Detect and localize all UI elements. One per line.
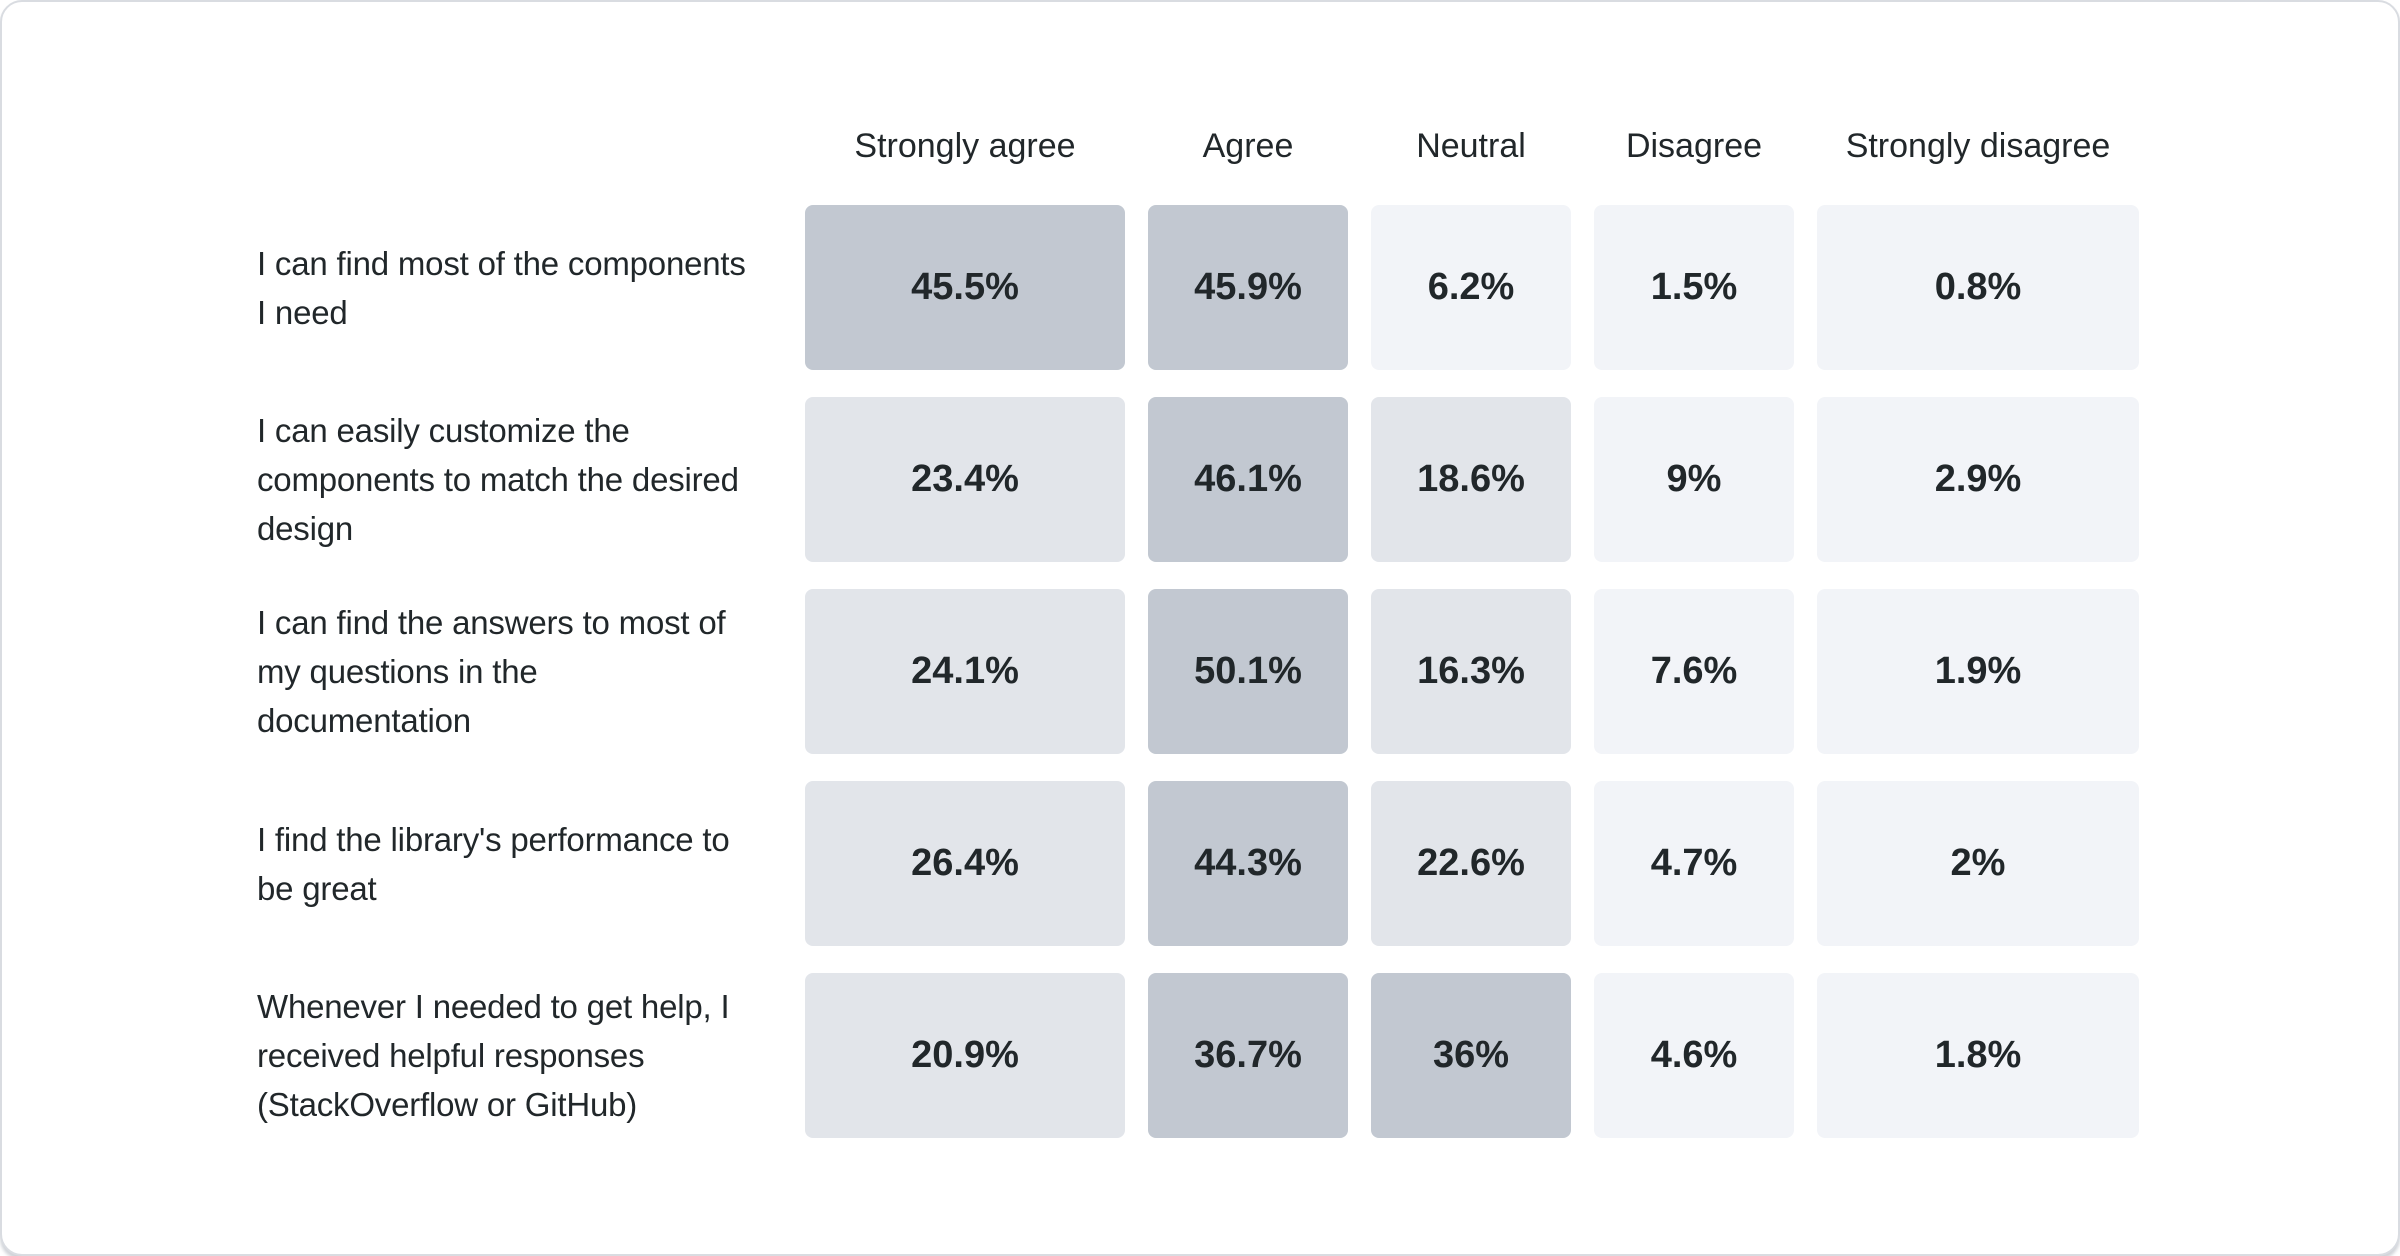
heatmap-cell: 36% bbox=[1371, 973, 1571, 1138]
row-label-text: I can easily customize the components to… bbox=[257, 412, 739, 547]
row-label-customize-components: I can easily customize the components to… bbox=[237, 397, 782, 562]
likert-heatmap: Strongly agree Agree Neutral Disagree St… bbox=[2, 2, 2398, 1138]
column-header-strongly-agree: Strongly agree bbox=[854, 126, 1076, 165]
row-label-text: Whenever I needed to get help, I receive… bbox=[257, 988, 730, 1123]
heatmap-cell: 1.9% bbox=[1817, 589, 2139, 754]
heatmap-cell: 4.6% bbox=[1594, 973, 1794, 1138]
row-label-text: I find the library's performance to be g… bbox=[257, 820, 730, 907]
row-label-text: I can find the answers to most of my que… bbox=[257, 604, 726, 739]
heatmap-cell: 45.9% bbox=[1148, 205, 1348, 370]
row-label-text: I can find most of the components I need bbox=[257, 244, 746, 331]
heatmap-cell: 45.5% bbox=[805, 205, 1125, 370]
heatmap-cell: 1.5% bbox=[1594, 205, 1794, 370]
heatmap-cell: 46.1% bbox=[1148, 397, 1348, 562]
column-header-agree: Agree bbox=[1202, 126, 1294, 165]
heatmap-cell: 9% bbox=[1594, 397, 1794, 562]
heatmap-cell: 24.1% bbox=[805, 589, 1125, 754]
heatmap-cell: 6.2% bbox=[1371, 205, 1571, 370]
heatmap-cell: 22.6% bbox=[1371, 781, 1571, 946]
column-header-disagree: Disagree bbox=[1625, 126, 1763, 165]
heatmap-cell: 7.6% bbox=[1594, 589, 1794, 754]
row-label-helpful-responses: Whenever I needed to get help, I receive… bbox=[237, 973, 782, 1138]
row-label-documentation-answers: I can find the answers to most of my que… bbox=[237, 589, 782, 754]
heatmap-cell: 44.3% bbox=[1148, 781, 1348, 946]
row-label-library-performance: I find the library's performance to be g… bbox=[237, 781, 782, 946]
column-header-neutral: Neutral bbox=[1416, 126, 1526, 165]
heatmap-cell: 23.4% bbox=[805, 397, 1125, 562]
corner-spacer bbox=[237, 114, 782, 178]
heatmap-cell: 16.3% bbox=[1371, 589, 1571, 754]
heatmap-cell: 18.6% bbox=[1371, 397, 1571, 562]
heatmap-cell: 20.9% bbox=[805, 973, 1125, 1138]
heatmap-cell: 0.8% bbox=[1817, 205, 2139, 370]
heatmap-cell: 26.4% bbox=[805, 781, 1125, 946]
row-label-find-components: I can find most of the components I need bbox=[237, 205, 782, 370]
column-header-strongly-disagree: Strongly disagree bbox=[1845, 126, 2111, 165]
heatmap-cell: 1.8% bbox=[1817, 973, 2139, 1138]
heatmap-cell: 4.7% bbox=[1594, 781, 1794, 946]
heatmap-cell: 2% bbox=[1817, 781, 2139, 946]
heatmap-cell: 36.7% bbox=[1148, 973, 1348, 1138]
heatmap-cell: 2.9% bbox=[1817, 397, 2139, 562]
heatmap-cell: 50.1% bbox=[1148, 589, 1348, 754]
